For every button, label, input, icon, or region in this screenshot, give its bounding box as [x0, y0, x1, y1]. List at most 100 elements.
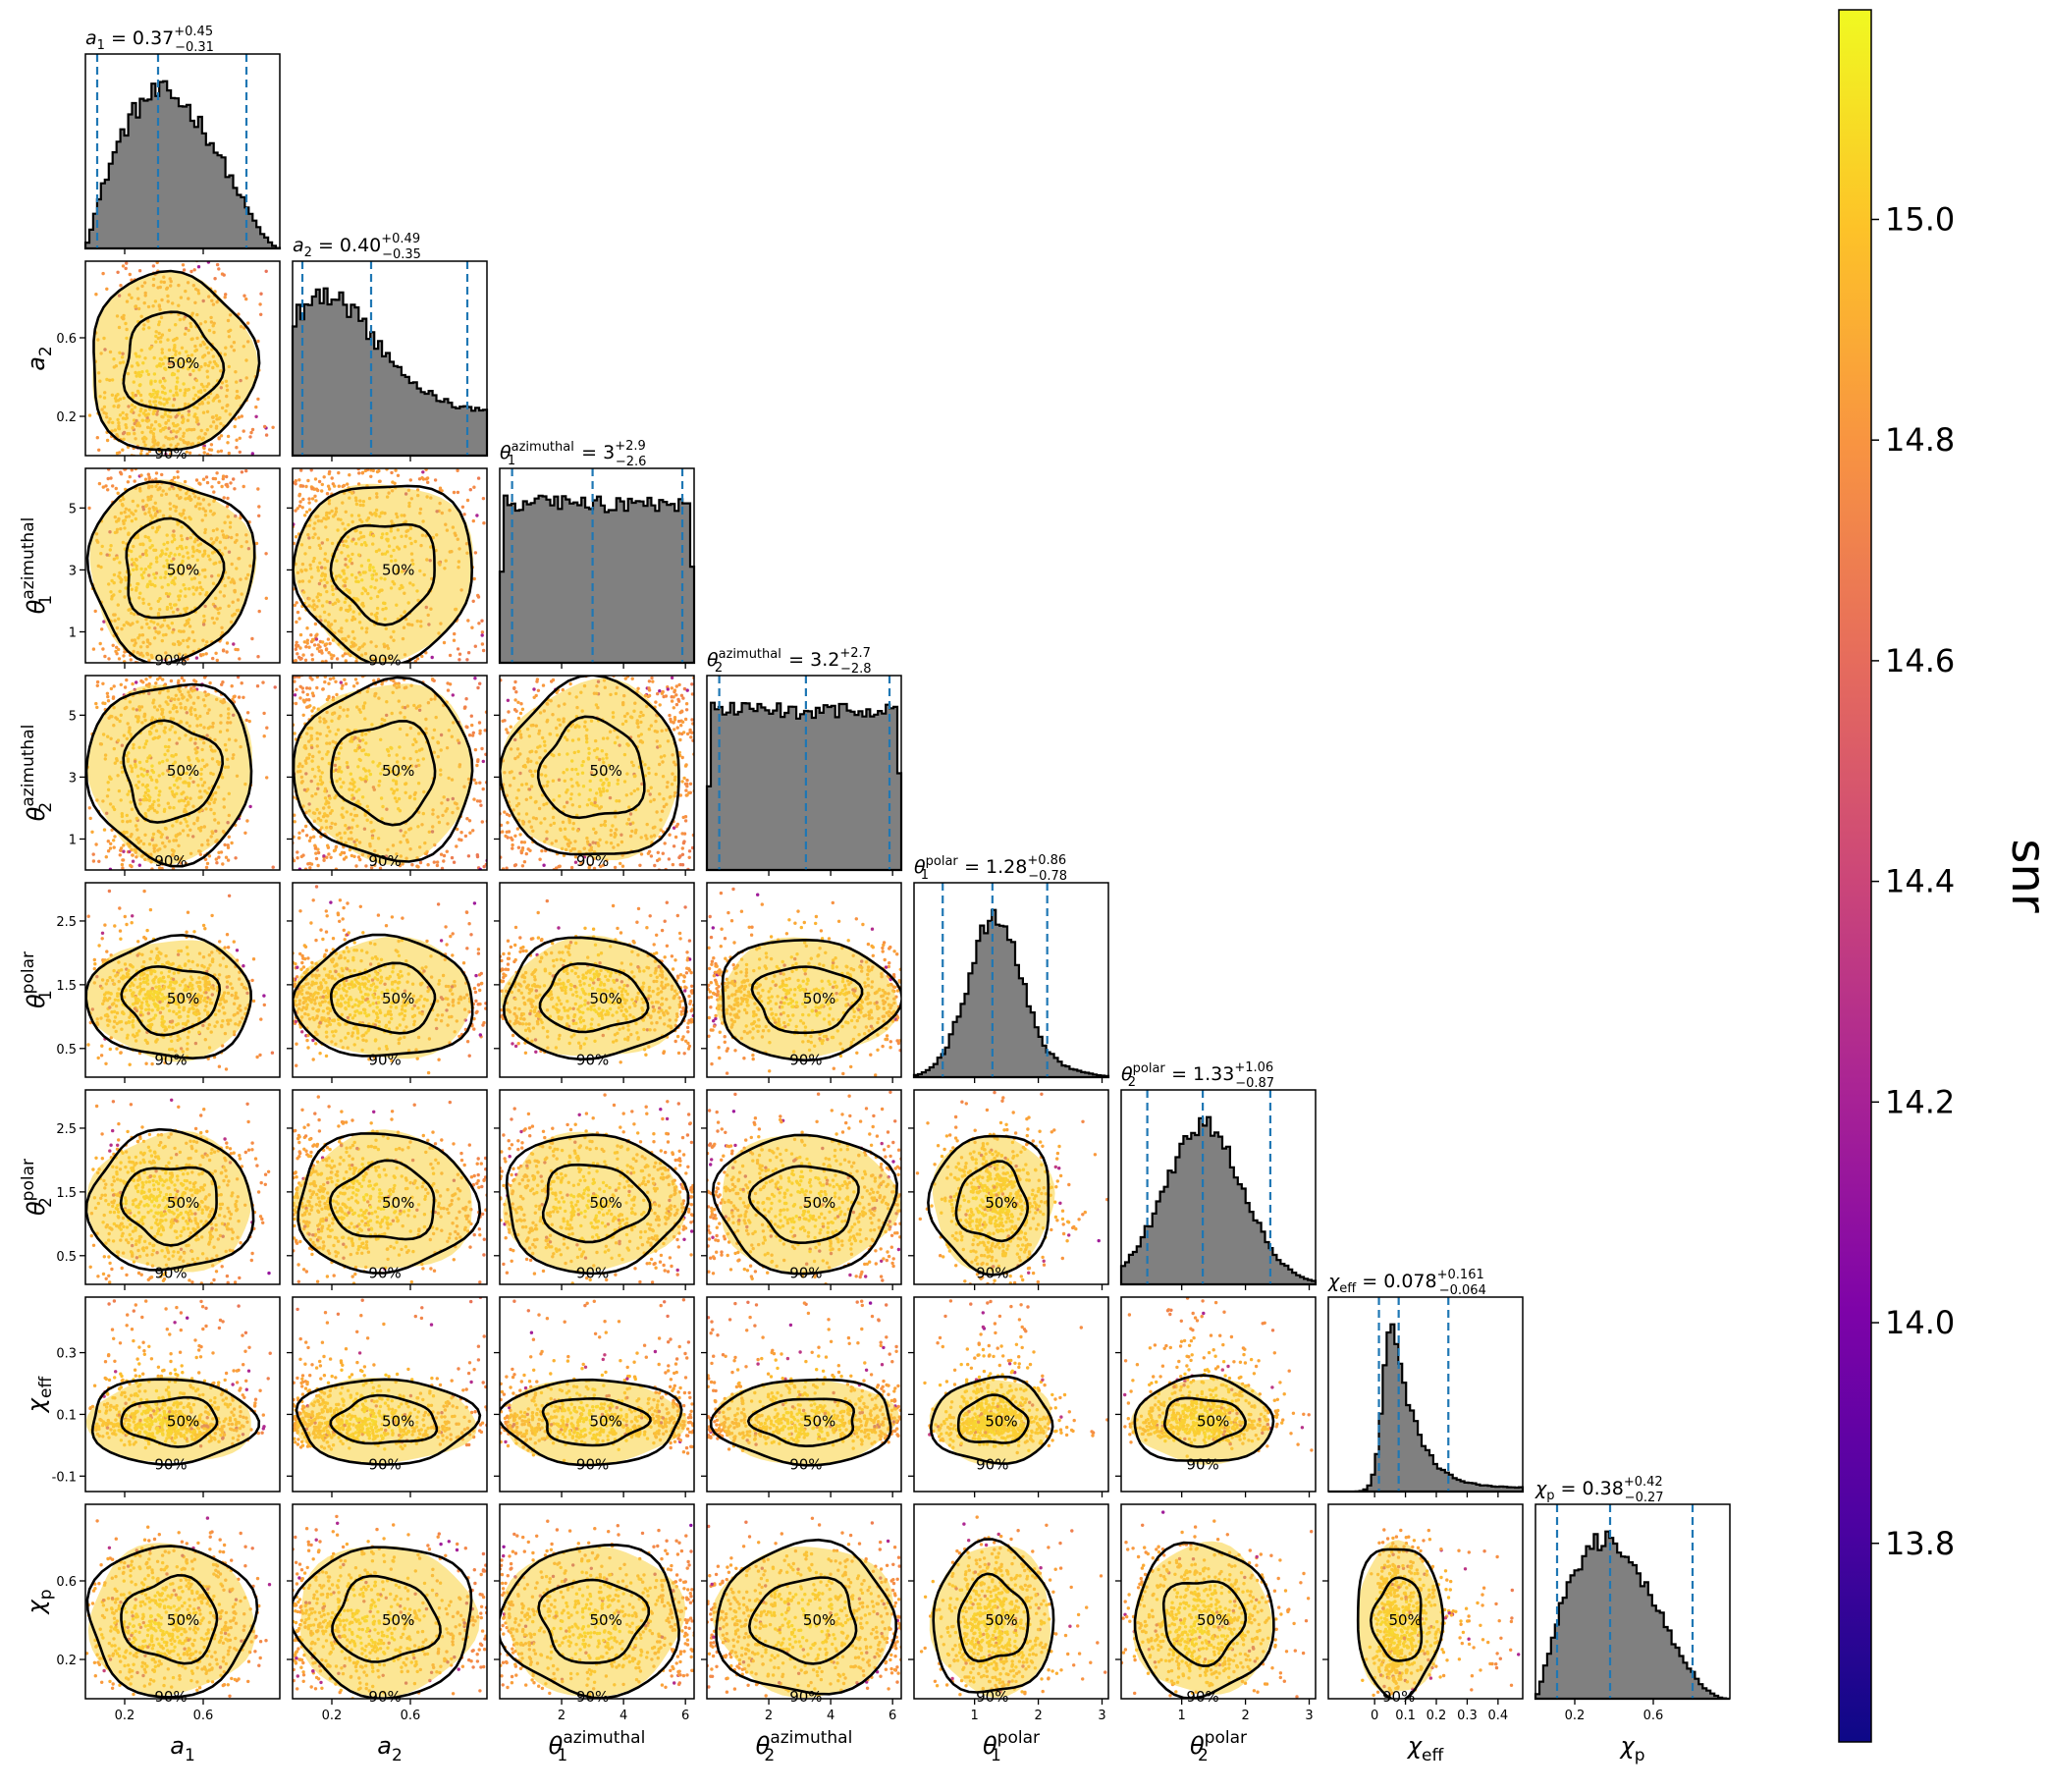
scatter-point: [312, 835, 316, 839]
scatter-point: [328, 641, 332, 646]
scatter-point: [235, 438, 239, 442]
scatter-point: [467, 819, 472, 823]
scatter-point: [307, 508, 312, 512]
scatter-point: [413, 659, 417, 663]
scatter-point: [114, 649, 118, 654]
scatter-point: [230, 841, 234, 845]
scatter-point: [452, 860, 457, 864]
scatter-point: [344, 681, 349, 686]
scatter-point: [217, 1064, 222, 1068]
scatter-point: [238, 450, 242, 455]
scatter-point: [122, 849, 126, 853]
contour-50: [122, 310, 226, 412]
scatter-point: [656, 850, 660, 854]
contour-90: [293, 676, 474, 863]
scatter-point: [480, 630, 485, 634]
scatter-point: [105, 438, 110, 443]
scatter-point: [111, 643, 115, 647]
scatter-point: [131, 914, 135, 918]
scatter-point: [471, 599, 475, 603]
scatter-point: [672, 844, 676, 848]
scatter-point: [144, 678, 148, 681]
scatter-point: [647, 679, 652, 683]
panel-frame: [84, 260, 281, 457]
scatter-point: [463, 705, 467, 709]
scatter-point: [343, 678, 347, 681]
scatter-point: [114, 486, 119, 491]
scatter-point: [335, 692, 339, 697]
scatter-point: [86, 914, 90, 918]
scatter-point: [506, 731, 510, 734]
scatter-point: [235, 949, 240, 952]
contour-label-50: 50%: [382, 762, 414, 780]
scatter-point: [504, 834, 508, 839]
scatter-point: [475, 763, 479, 768]
scatter-point: [314, 851, 318, 855]
scatter-point: [112, 839, 116, 842]
scatter-point: [317, 479, 322, 484]
scatter-point: [271, 865, 275, 869]
scatter-point: [202, 444, 206, 448]
scatter-point: [95, 436, 100, 440]
scatter-point: [505, 812, 510, 816]
scatter-point: [296, 856, 299, 860]
scatter-point: [128, 474, 132, 479]
scatter-point: [131, 681, 135, 686]
ytick-label-theta1_az-5: 5: [69, 502, 77, 516]
scatter-point: [128, 1062, 132, 1066]
histogram-theta2_az: [705, 701, 903, 872]
scatter-point: [154, 681, 158, 685]
scatter-point: [154, 471, 159, 475]
scatter-point: [480, 642, 485, 646]
scatter-point: [201, 477, 206, 481]
scatter-point: [259, 312, 263, 316]
scatter-point: [351, 684, 356, 688]
scatter-point: [688, 728, 692, 733]
scatter-point: [522, 841, 527, 844]
scatter-point: [592, 866, 597, 870]
scatter-point: [505, 866, 509, 870]
scatter-point: [169, 679, 174, 683]
scatter-point: [466, 619, 470, 623]
scatter-point: [481, 648, 486, 653]
scatter-point: [105, 950, 109, 953]
scatter-point: [158, 676, 162, 679]
scatter-point: [296, 652, 299, 656]
scatter-point: [119, 284, 123, 288]
scatter-point: [258, 1053, 262, 1058]
scatter-point: [684, 708, 689, 712]
scatter-point: [108, 1047, 113, 1052]
scatter-point: [227, 894, 232, 897]
scatter-point: [294, 659, 297, 663]
scatter-point: [298, 632, 303, 637]
scatter-point: [653, 863, 657, 868]
scatter-point: [456, 468, 459, 472]
scatter-point: [203, 857, 208, 861]
scatter-point: [664, 694, 669, 698]
scatter-point: [354, 864, 358, 868]
scatter-point: [327, 852, 331, 856]
scatter-point: [109, 476, 113, 480]
scatter-point: [516, 716, 521, 721]
scatter-point: [470, 733, 475, 737]
scatter-point: [360, 470, 365, 474]
scatter-point: [675, 726, 679, 730]
scatter-point: [264, 269, 268, 273]
scatter-point: [210, 485, 214, 489]
contour-50: [330, 720, 437, 827]
scatter-point: [121, 866, 125, 870]
scatter-point: [672, 826, 676, 830]
scatter-point: [668, 833, 672, 837]
scatter-point: [657, 857, 662, 861]
scatter-point: [218, 940, 222, 944]
scatter-point: [478, 729, 482, 733]
scatter-point: [97, 448, 101, 452]
scatter-point: [225, 641, 230, 645]
scatter-point: [296, 850, 299, 854]
scatter-point: [316, 863, 320, 868]
scatter-point: [472, 576, 476, 581]
scatter-point: [690, 682, 694, 686]
scatter-point: [325, 855, 329, 859]
scatter-point: [520, 864, 525, 868]
scatter-point: [481, 759, 485, 764]
